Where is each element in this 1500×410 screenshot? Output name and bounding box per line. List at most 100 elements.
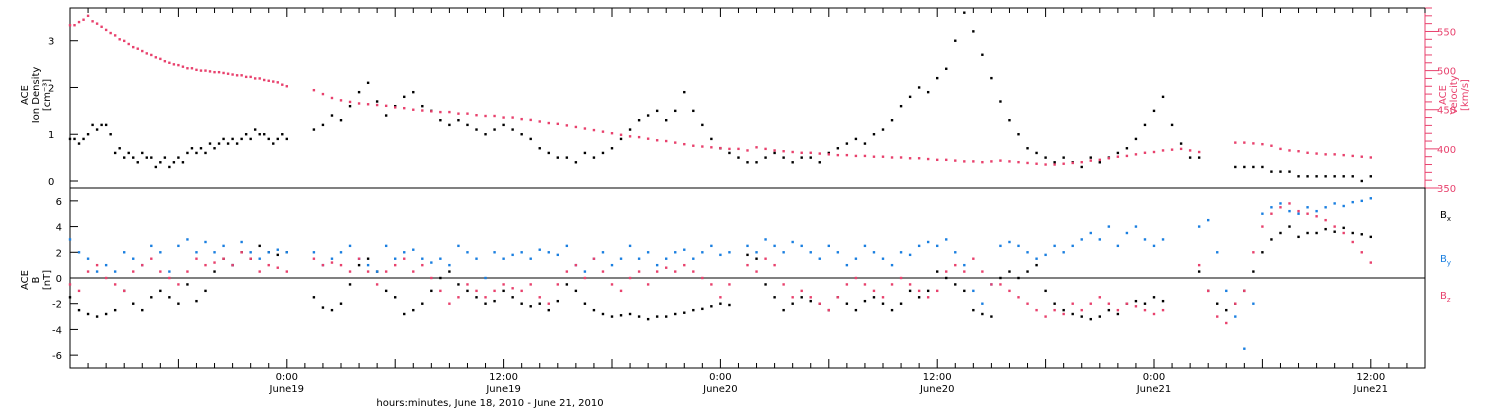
bx-point bbox=[348, 283, 352, 286]
bz-point bbox=[502, 283, 505, 286]
bx-point bbox=[68, 296, 72, 299]
density-ylabel-line2: Ion Density bbox=[31, 67, 42, 124]
by-point bbox=[1125, 231, 1129, 235]
velocity-point bbox=[872, 155, 876, 158]
velocity-point bbox=[475, 114, 478, 117]
by-point bbox=[222, 244, 225, 248]
velocity-point bbox=[91, 20, 94, 23]
velocity-point bbox=[77, 20, 81, 24]
velocity-point bbox=[917, 157, 921, 160]
by-point bbox=[728, 251, 731, 254]
bx-point bbox=[628, 312, 632, 316]
bz-point bbox=[628, 276, 632, 280]
bx-point bbox=[1360, 233, 1363, 236]
bx-point bbox=[1143, 302, 1147, 305]
velocity-point bbox=[610, 132, 614, 135]
bx-point bbox=[204, 289, 207, 293]
velocity-point bbox=[818, 152, 821, 155]
by-point bbox=[628, 244, 632, 248]
bz-point bbox=[357, 257, 361, 260]
velocity-point bbox=[141, 49, 144, 53]
by-point bbox=[276, 248, 279, 251]
bx-point bbox=[213, 270, 216, 273]
velocity-point bbox=[186, 67, 189, 70]
by-point bbox=[773, 244, 776, 248]
bx-point bbox=[954, 283, 957, 286]
bx-point bbox=[1071, 312, 1074, 316]
bz-point bbox=[68, 283, 72, 286]
bz-point bbox=[692, 270, 695, 273]
by-point bbox=[945, 238, 948, 241]
bz-point bbox=[421, 263, 424, 267]
bx-point bbox=[728, 303, 731, 307]
bx-point bbox=[1216, 302, 1219, 305]
by-point bbox=[1044, 253, 1047, 257]
density-point bbox=[1297, 175, 1300, 178]
bz-point bbox=[836, 296, 840, 299]
density-point bbox=[854, 137, 858, 141]
bz-point bbox=[954, 263, 957, 267]
velocity-point bbox=[1197, 150, 1201, 154]
by-point bbox=[339, 251, 343, 254]
density-point bbox=[1170, 123, 1174, 127]
by-point bbox=[113, 270, 117, 273]
density-point bbox=[226, 142, 230, 145]
by-point bbox=[502, 257, 505, 260]
velocity-point bbox=[430, 110, 433, 113]
density-point bbox=[1252, 165, 1255, 169]
density-point bbox=[945, 67, 948, 70]
velocity-point bbox=[154, 56, 158, 59]
legend-bz: Bz bbox=[1440, 291, 1451, 304]
velocity-point bbox=[1342, 153, 1345, 157]
bx-point bbox=[773, 296, 776, 299]
bx-point bbox=[394, 296, 397, 299]
by-point bbox=[547, 251, 550, 254]
density-point bbox=[917, 86, 921, 89]
bx-point bbox=[1116, 312, 1120, 316]
bz-point bbox=[1008, 289, 1011, 293]
velocity-point bbox=[692, 144, 695, 147]
bz-point bbox=[430, 276, 433, 280]
density-ylabel-line3: [cm⁻³] bbox=[42, 79, 53, 111]
bx-point bbox=[917, 296, 921, 299]
bz-point bbox=[412, 270, 415, 273]
bx-point bbox=[674, 312, 677, 316]
density-point bbox=[240, 137, 243, 141]
bx-point bbox=[104, 312, 108, 316]
velocity-point bbox=[1134, 153, 1138, 156]
bz-point bbox=[1071, 302, 1074, 305]
by-point bbox=[809, 251, 812, 254]
velocity-point bbox=[1179, 147, 1183, 151]
velocity-point bbox=[1369, 156, 1372, 159]
velocity-point bbox=[628, 135, 632, 138]
bx-point bbox=[963, 289, 966, 293]
by-point bbox=[86, 257, 90, 260]
bx-point bbox=[258, 244, 261, 248]
density-point bbox=[863, 142, 867, 145]
velocity-ylabel-line2: Velocity bbox=[1449, 75, 1460, 114]
by-point bbox=[1234, 315, 1237, 318]
density-point bbox=[276, 137, 279, 141]
density-point bbox=[145, 156, 148, 159]
density-point bbox=[981, 53, 984, 56]
density-tick-label: 3 bbox=[48, 37, 54, 48]
velocity-point bbox=[412, 108, 415, 111]
b-ylabel-line2: B bbox=[31, 276, 42, 283]
velocity-point bbox=[764, 147, 767, 151]
bx-point bbox=[701, 307, 704, 311]
velocity-point bbox=[150, 53, 153, 57]
bx-point bbox=[86, 312, 90, 316]
velocity-point bbox=[547, 121, 550, 125]
bx-point bbox=[1288, 225, 1291, 228]
bx-point bbox=[845, 302, 849, 305]
density-point bbox=[773, 151, 776, 155]
by-point bbox=[665, 257, 668, 260]
velocity-point bbox=[674, 141, 677, 144]
velocity-point bbox=[637, 135, 641, 139]
density-point bbox=[1098, 161, 1101, 164]
bx-point bbox=[457, 283, 460, 286]
bx-point bbox=[1035, 263, 1038, 267]
density-point bbox=[258, 133, 261, 136]
bx-point bbox=[710, 305, 713, 308]
